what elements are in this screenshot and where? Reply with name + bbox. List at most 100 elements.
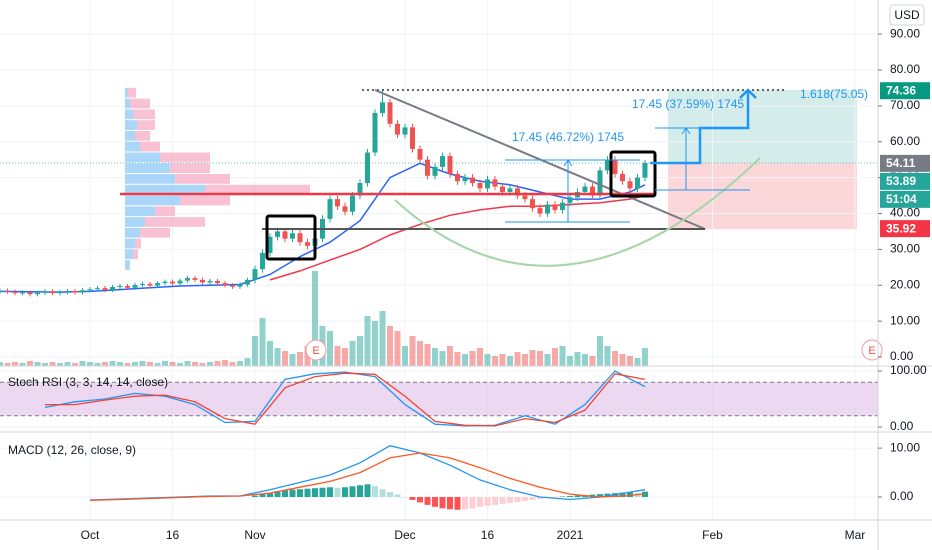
volume-bar bbox=[206, 362, 213, 366]
candle-body bbox=[589, 186, 595, 196]
volume-bar bbox=[386, 326, 393, 366]
candle-body bbox=[19, 292, 25, 294]
profile-up bbox=[125, 130, 135, 141]
volume-bar bbox=[424, 344, 431, 366]
earnings-marker[interactable] bbox=[305, 339, 327, 361]
candle-body bbox=[612, 159, 618, 175]
y-tick-label: 0.00 bbox=[890, 419, 914, 433]
volume-bar bbox=[544, 354, 551, 366]
y-tick-label: 100.00 bbox=[890, 363, 927, 377]
candle-body bbox=[342, 206, 348, 212]
volume-bar bbox=[296, 352, 303, 366]
candle-body bbox=[327, 199, 333, 219]
profile-down bbox=[140, 141, 160, 152]
candle-body bbox=[42, 291, 48, 293]
x-tick-label: Mar bbox=[845, 528, 866, 542]
volume-bar bbox=[454, 352, 461, 366]
price-tag-label: 54.11 bbox=[886, 156, 916, 170]
macd-hist bbox=[401, 497, 408, 498]
profile-down bbox=[135, 238, 141, 249]
volume-bar bbox=[191, 362, 198, 366]
y-tick-label: 70.00 bbox=[890, 98, 920, 112]
candle-body bbox=[222, 283, 228, 286]
stop-zone bbox=[668, 163, 857, 229]
candle-body bbox=[229, 285, 235, 287]
candle-body bbox=[12, 291, 18, 294]
candle-body bbox=[499, 186, 505, 192]
volume-bar bbox=[109, 361, 116, 366]
macd-hist bbox=[409, 497, 416, 500]
currency-box[interactable] bbox=[889, 4, 925, 26]
y-tick-label: 90.00 bbox=[890, 26, 920, 40]
candle-body bbox=[79, 290, 85, 293]
x-tick-label: 16 bbox=[481, 528, 495, 542]
volume-bar bbox=[176, 363, 183, 366]
volume-bar bbox=[11, 362, 18, 366]
candle-body bbox=[627, 181, 633, 189]
candle-body bbox=[619, 174, 625, 182]
candle-body bbox=[477, 183, 483, 189]
candle-body bbox=[402, 127, 408, 135]
volume-bar bbox=[154, 363, 161, 366]
profile-down bbox=[170, 163, 210, 174]
volume-bar bbox=[146, 362, 153, 366]
x-tick-label: Nov bbox=[244, 528, 265, 542]
indicator-title: MACD (12, 26, close, 9) bbox=[8, 443, 136, 457]
volume-bar bbox=[251, 336, 258, 366]
candle-body bbox=[207, 280, 213, 283]
candle-body bbox=[559, 202, 565, 210]
earnings-marker[interactable] bbox=[861, 339, 883, 361]
volume-bar bbox=[484, 354, 491, 366]
line bbox=[269, 194, 646, 281]
macd-hist bbox=[536, 497, 543, 499]
candle-body bbox=[237, 284, 243, 287]
volume-bar bbox=[529, 350, 536, 366]
candle-body bbox=[57, 292, 63, 294]
macd-hist bbox=[454, 497, 461, 510]
volume-bar bbox=[499, 354, 506, 366]
candle-body bbox=[462, 177, 468, 182]
macd-hist bbox=[281, 490, 288, 498]
macd-hist bbox=[416, 497, 423, 503]
macd-hist bbox=[476, 497, 483, 507]
macd-hist bbox=[356, 485, 363, 498]
volume-bar bbox=[409, 336, 416, 366]
price-tag bbox=[880, 82, 930, 100]
earnings-label: E bbox=[868, 345, 875, 357]
macd-hist bbox=[266, 492, 273, 498]
profile-down bbox=[128, 87, 136, 98]
candle-body bbox=[304, 242, 310, 246]
candle-body bbox=[409, 127, 415, 149]
macd-hist bbox=[559, 496, 566, 498]
candle-body bbox=[364, 152, 370, 183]
countdown: 51:04 bbox=[886, 192, 917, 206]
volume-bar bbox=[139, 361, 146, 366]
candle-body bbox=[87, 289, 93, 291]
volume-bar bbox=[431, 348, 438, 366]
candle-body bbox=[64, 291, 70, 293]
profile-up bbox=[125, 163, 170, 174]
candle-body bbox=[27, 292, 33, 295]
volume-bar bbox=[439, 351, 446, 366]
profile-up bbox=[125, 238, 135, 249]
volume-bar bbox=[371, 321, 378, 366]
profile-down bbox=[133, 249, 138, 260]
macd-hist bbox=[259, 494, 266, 498]
macd-hist bbox=[484, 497, 491, 506]
volume-bar bbox=[574, 352, 581, 366]
price-tag bbox=[880, 220, 930, 238]
highlight-box bbox=[265, 214, 317, 261]
candle-body bbox=[552, 204, 558, 210]
candle-body bbox=[0, 290, 3, 292]
profile-down bbox=[130, 98, 150, 109]
macd-hist bbox=[386, 492, 393, 498]
earnings-label: E bbox=[312, 345, 319, 357]
volume-bar bbox=[229, 362, 236, 366]
volume-bar bbox=[71, 363, 78, 366]
volume-bar bbox=[311, 271, 318, 366]
fib-label: 1.618(75.05) bbox=[800, 87, 868, 101]
macd-hist bbox=[364, 484, 371, 498]
profile-up bbox=[125, 249, 133, 260]
candle-body bbox=[469, 177, 475, 183]
y-tick-label: 60.00 bbox=[890, 134, 920, 148]
